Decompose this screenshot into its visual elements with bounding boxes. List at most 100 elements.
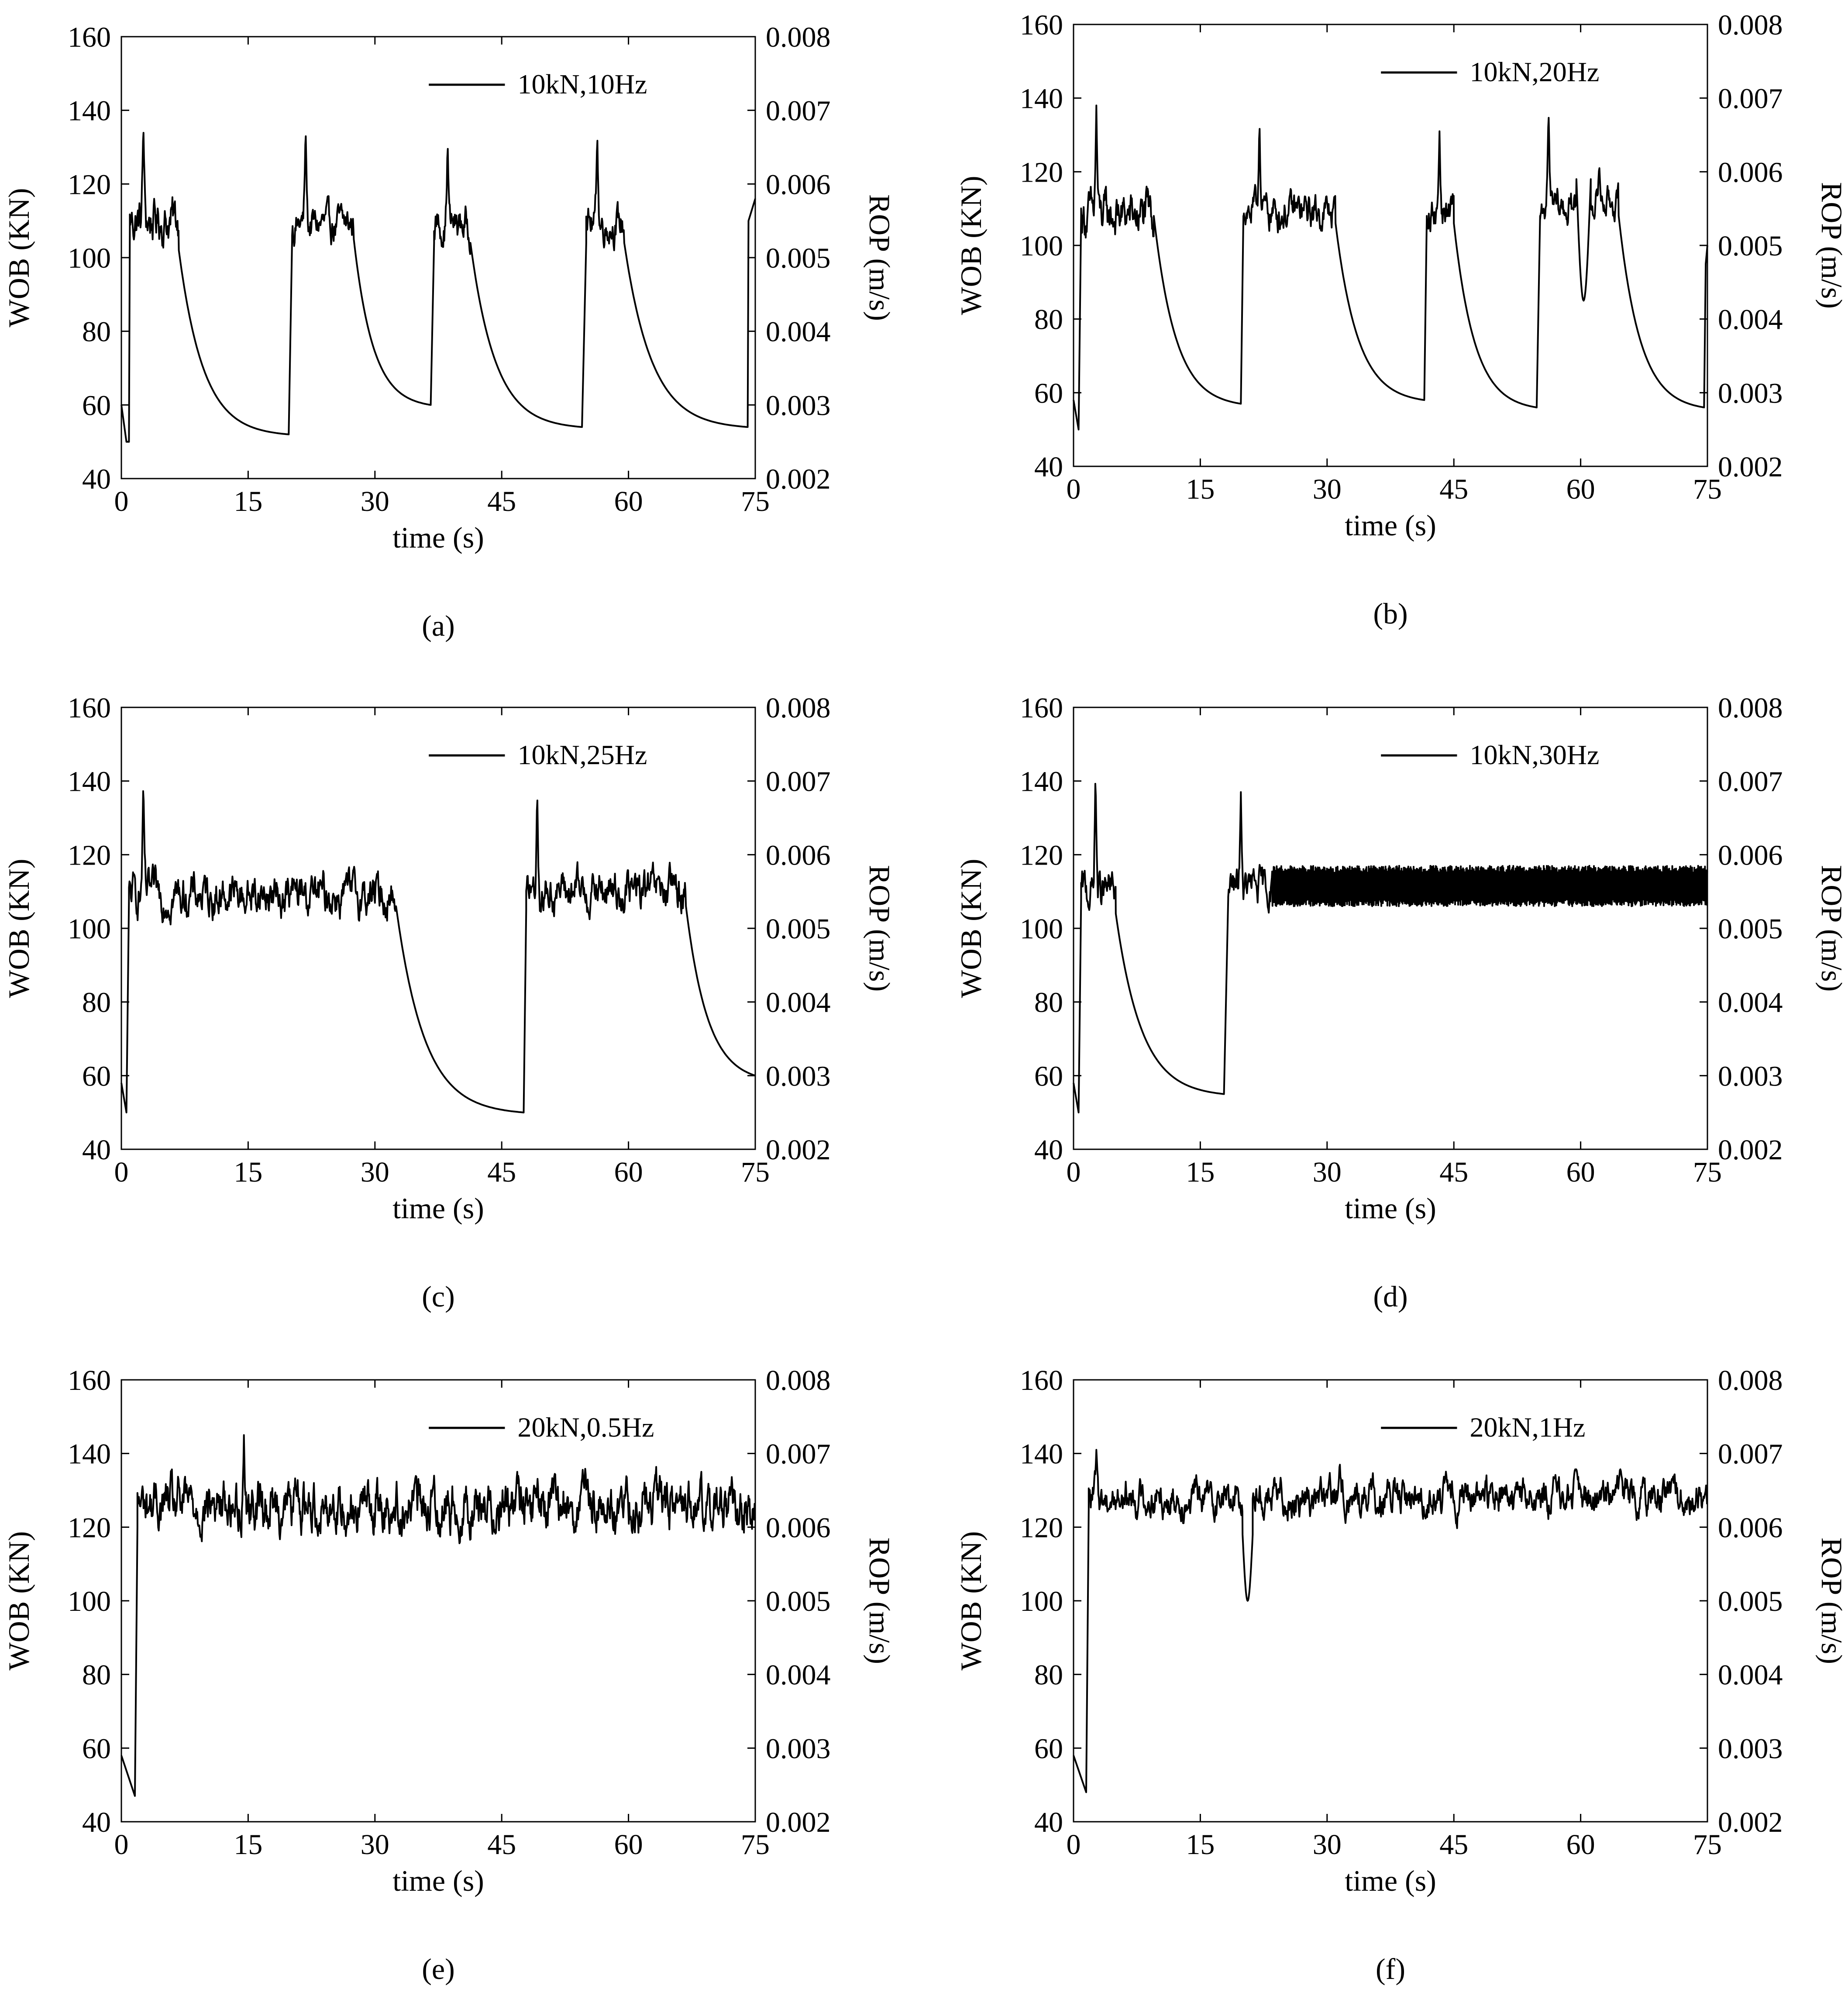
y-tick-label: 140 xyxy=(68,1438,111,1470)
y-tick-label: 100 xyxy=(68,242,111,274)
y-right-tick-label: 0.008 xyxy=(1718,9,1783,41)
chart-panel-f: 0 15 30 45 60 75 40 60 80 100 120 140 160 0.002 0.003 0… xyxy=(954,1365,1848,1985)
y-tick-label: 160 xyxy=(1020,1365,1063,1396)
y-right-axis-label: ROP (m/s) xyxy=(1815,1537,1848,1664)
y-tick-label: 80 xyxy=(82,1659,111,1691)
y-tick-label: 160 xyxy=(68,692,111,724)
x-axis-label: time (s) xyxy=(1345,1192,1436,1225)
x-axis-label: time (s) xyxy=(392,1864,484,1897)
y-tick-label: 140 xyxy=(1020,766,1063,798)
y-right-axis-label: ROP (m/s) xyxy=(863,865,896,992)
y-tick-label: 100 xyxy=(1020,230,1063,262)
y-right-tick-label: 0.006 xyxy=(766,169,831,200)
x-tick-label: 75 xyxy=(1693,1156,1722,1188)
y-right-tick-label: 0.008 xyxy=(1718,692,1783,724)
y-tick-label: 120 xyxy=(1020,1512,1063,1544)
series-line xyxy=(120,1434,756,1797)
x-tick-label: 60 xyxy=(614,1156,643,1188)
y-right-tick-label: 0.007 xyxy=(766,95,831,127)
y-tick-label: 160 xyxy=(68,21,111,53)
legend-label: 20kN,1Hz xyxy=(1470,1412,1586,1443)
x-tick-label: 45 xyxy=(487,1829,516,1861)
y-right-tick-label: 0.005 xyxy=(1718,1586,1783,1617)
y-right-tick-label: 0.008 xyxy=(1718,1365,1783,1396)
x-tick-label: 15 xyxy=(1186,1156,1215,1188)
y-axis-label: WOB (KN) xyxy=(954,858,988,998)
chart-panel-c: 0 15 30 45 60 75 40 60 80 100 120 140 160 0.002 0.003 0… xyxy=(2,692,896,1313)
x-tick-label: 0 xyxy=(114,1829,129,1861)
y-right-tick-label: 0.002 xyxy=(766,1134,831,1166)
x-tick-label: 15 xyxy=(1186,1829,1215,1861)
x-tick-label: 15 xyxy=(234,1156,262,1188)
plot-frame xyxy=(1073,707,1708,1150)
x-axis-label: time (s) xyxy=(392,1192,484,1225)
plot-frame xyxy=(1073,24,1708,467)
y-tick-label: 60 xyxy=(82,390,111,421)
y-tick-label: 60 xyxy=(82,1060,111,1092)
y-tick-label: 80 xyxy=(1034,1659,1063,1691)
y-right-axis-label: ROP (m/s) xyxy=(1815,865,1848,992)
y-right-tick-label: 0.006 xyxy=(766,1512,831,1544)
y-right-tick-label: 0.005 xyxy=(1718,913,1783,945)
panel-label: (b) xyxy=(1373,597,1408,630)
y-right-tick-label: 0.002 xyxy=(766,463,831,495)
plot-frame xyxy=(1073,1379,1708,1823)
series-line xyxy=(1073,782,1708,1113)
y-right-tick-label: 0.003 xyxy=(766,1060,831,1092)
series-line xyxy=(120,132,756,443)
y-tick-label: 100 xyxy=(68,1586,111,1617)
y-tick-label: 40 xyxy=(82,1806,111,1838)
x-tick-label: 60 xyxy=(1566,1829,1595,1861)
x-axis-label: time (s) xyxy=(1345,509,1436,542)
y-tick-label: 60 xyxy=(1034,1060,1063,1092)
y-right-tick-label: 0.005 xyxy=(766,242,831,274)
x-tick-label: 45 xyxy=(1439,473,1468,505)
y-right-tick-label: 0.008 xyxy=(766,692,831,724)
legend-label: 10kN,30Hz xyxy=(1470,739,1600,770)
y-right-tick-label: 0.007 xyxy=(1718,83,1783,115)
y-right-tick-label: 0.003 xyxy=(1718,1733,1783,1765)
y-right-tick-label: 0.002 xyxy=(1718,1134,1783,1166)
x-tick-label: 30 xyxy=(1313,1156,1342,1188)
y-tick-label: 160 xyxy=(1020,9,1063,41)
y-right-tick-label: 0.007 xyxy=(766,1438,831,1470)
y-right-tick-label: 0.008 xyxy=(766,21,831,53)
x-tick-label: 75 xyxy=(741,1829,770,1861)
y-tick-label: 140 xyxy=(1020,83,1063,115)
y-right-tick-label: 0.004 xyxy=(766,987,831,1019)
y-tick-label: 100 xyxy=(1020,913,1063,945)
y-right-tick-label: 0.007 xyxy=(1718,766,1783,798)
y-right-tick-label: 0.005 xyxy=(766,913,831,945)
x-tick-label: 60 xyxy=(1566,1156,1595,1188)
y-right-axis-label: ROP (m/s) xyxy=(863,194,896,321)
y-right-tick-label: 0.004 xyxy=(766,1659,831,1691)
y-tick-label: 120 xyxy=(68,839,111,871)
series-line xyxy=(120,790,756,1113)
y-right-tick-label: 0.002 xyxy=(1718,451,1783,483)
y-tick-label: 100 xyxy=(68,913,111,945)
x-tick-label: 75 xyxy=(1693,1829,1722,1861)
x-axis-label: time (s) xyxy=(392,521,484,554)
y-axis-label: WOB (KN) xyxy=(2,1531,35,1670)
y-tick-label: 160 xyxy=(1020,692,1063,724)
x-tick-label: 30 xyxy=(361,486,389,517)
chart-panel-a: 0 15 30 45 60 75 40 60 80 100 120 140 160 0.002 0.003 0… xyxy=(2,21,896,642)
y-tick-label: 40 xyxy=(1034,1806,1063,1838)
panel-label: (e) xyxy=(422,1952,454,1985)
y-right-tick-label: 0.008 xyxy=(766,1365,831,1396)
x-tick-label: 60 xyxy=(614,486,643,517)
y-right-tick-label: 0.004 xyxy=(766,316,831,348)
y-right-axis-label: ROP (m/s) xyxy=(863,1537,896,1664)
x-tick-label: 30 xyxy=(1313,1829,1342,1861)
legend-label: 10kN,10Hz xyxy=(518,69,647,100)
y-tick-label: 60 xyxy=(82,1733,111,1765)
y-tick-label: 40 xyxy=(1034,1134,1063,1166)
legend-label: 20kN,0.5Hz xyxy=(518,1412,654,1443)
panel-label: (c) xyxy=(422,1280,454,1313)
x-tick-label: 0 xyxy=(114,486,129,517)
chart-panel-d: 0 15 30 45 60 75 40 60 80 100 120 140 160 0.002 0.003 0… xyxy=(954,692,1848,1313)
series-line xyxy=(1073,104,1708,431)
x-tick-label: 75 xyxy=(741,486,770,517)
y-right-axis-label: ROP (m/s) xyxy=(1815,182,1848,309)
